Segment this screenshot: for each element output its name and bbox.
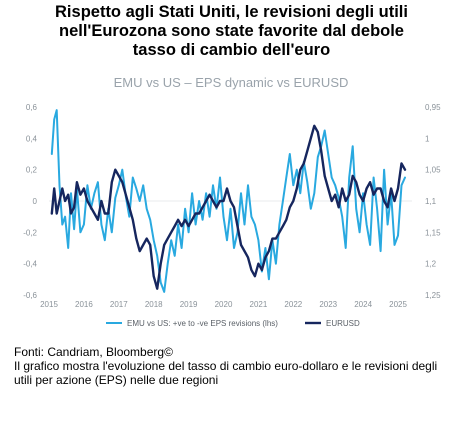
x-tick-label: 2021 [250,300,268,309]
y-left-tick-label: 0 [33,197,38,206]
x-tick-label: 2016 [75,300,93,309]
headline: Rispetto agli Stati Uniti, le revisioni … [0,3,463,60]
x-tick-label: 2019 [180,300,198,309]
headline-line-1: Rispetto agli Stati Uniti, le revisioni … [55,3,408,21]
y-right-tick-label: 1,2 [425,260,437,269]
eps-revisions-line [50,109,406,293]
legend: EMU vs US: +ve to -ve EPS revisions (lhs… [106,319,360,328]
y-right-tick-label: 1,1 [425,197,437,206]
y-left-tick-label: -0,4 [23,260,37,269]
x-tick-label: 2022 [284,300,302,309]
y-left-tick-label: 0,6 [26,103,38,112]
y-right-tick-label: 1 [425,134,430,143]
legend-label-eurusd: EURUSD [326,319,360,328]
y-right-tick-label: 0,95 [425,103,441,112]
x-tick-label: 2018 [145,300,163,309]
y-right-tick-label: 1,25 [425,291,441,300]
x-tick-label: 2015 [40,300,58,309]
footer: Fonti: Candriam, Bloomberg© Il grafico m… [14,345,454,387]
y-axis-left: 0,6 0,4 0,2 0 -0,2 -0,4 -0,6 [23,103,37,300]
y-right-tick-label: 1,05 [425,166,441,175]
y-left-tick-label: -0,6 [23,291,37,300]
y-left-tick-label: 0,2 [26,166,38,175]
y-left-tick-label: 0,4 [26,134,38,143]
y-left-tick-label: -0,2 [23,228,37,237]
legend-label-eps: EMU vs US: +ve to -ve EPS revisions (lhs… [127,319,278,328]
x-tick-label: 2024 [354,300,372,309]
x-tick-label: 2023 [319,300,337,309]
series-layer [50,109,407,293]
headline-line-2: nell'Eurozona sono state favorite dal de… [59,22,404,40]
x-axis: 2015 2016 2017 2018 2019 2020 2021 2022 2023 2024… [40,300,407,309]
eurusd-line [50,124,407,290]
x-tick-label: 2017 [110,300,128,309]
x-tick-label: 2025 [389,300,407,309]
headline-line-3: tasso di cambio dell'euro [132,41,331,59]
eps-vs-eurusd-chart: EMU vs US – EPS dynamic vs EURUSD 0,6 0,4… [23,75,441,328]
x-tick-label: 2020 [215,300,233,309]
chart-caption: Il grafico mostra l'evoluzione del tasso… [14,359,438,387]
source-note: Fonti: Candriam, Bloomberg© [14,345,173,359]
chart-title: EMU vs US – EPS dynamic vs EURUSD [114,75,349,90]
y-right-tick-label: 1,15 [425,228,441,237]
y-axis-right: 0,95 1 1,05 1,1 1,15 1,2 1,25 [425,103,441,300]
